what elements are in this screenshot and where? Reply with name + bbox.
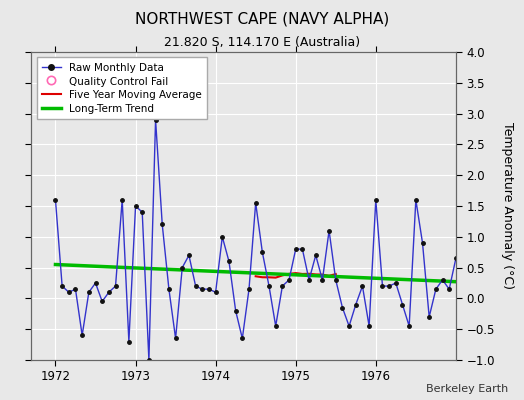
Text: Berkeley Earth: Berkeley Earth bbox=[426, 384, 508, 394]
Text: NORTHWEST CAPE (NAVY ALPHA): NORTHWEST CAPE (NAVY ALPHA) bbox=[135, 12, 389, 27]
Y-axis label: Temperature Anomaly (°C): Temperature Anomaly (°C) bbox=[501, 122, 514, 290]
Legend: Raw Monthly Data, Quality Control Fail, Five Year Moving Average, Long-Term Tren: Raw Monthly Data, Quality Control Fail, … bbox=[37, 57, 207, 120]
Text: 21.820 S, 114.170 E (Australia): 21.820 S, 114.170 E (Australia) bbox=[164, 36, 360, 49]
